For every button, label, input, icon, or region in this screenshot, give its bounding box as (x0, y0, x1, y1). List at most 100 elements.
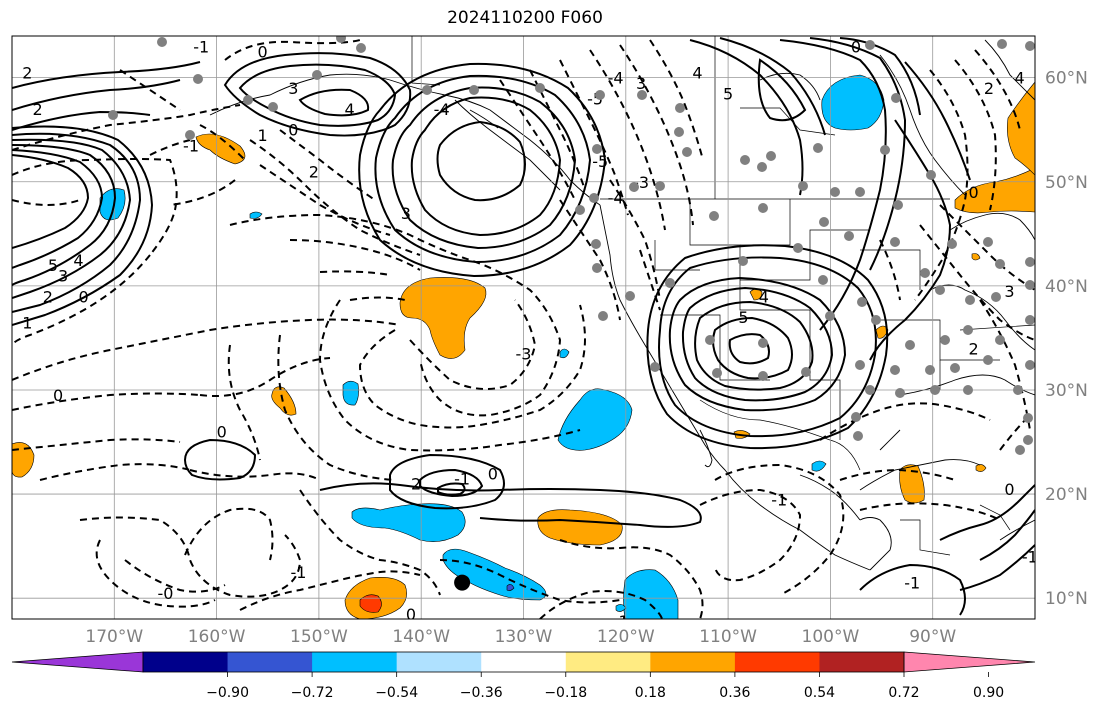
shaded-area-orange (271, 386, 297, 416)
contour-label: 5 (48, 256, 58, 275)
station-dots (108, 36, 1035, 455)
contour-label: -1 (193, 37, 209, 56)
contour-label: 0 (258, 43, 268, 62)
contour-label: 0 (288, 121, 298, 140)
contour-label: 0 (79, 287, 89, 306)
colorbar-segment (143, 652, 229, 672)
shaded-area-red (359, 594, 382, 613)
shaded-area-blue (249, 211, 263, 219)
shaded-area-orange (875, 325, 889, 339)
colorbar-label: 0.54 (804, 685, 835, 701)
contour-label: 3 (1004, 282, 1014, 301)
shaded-area-purple (506, 584, 515, 591)
lat-tick-label: 60°N (1045, 69, 1088, 89)
contour-label: -1 (771, 490, 787, 509)
contour-label: 3 (401, 204, 411, 223)
colorbar-label: 0.72 (888, 685, 919, 701)
contour-label: 2 (411, 475, 421, 494)
contour-label: -1 (454, 469, 470, 488)
lat-tick-label: 10°N (1045, 589, 1088, 609)
contour-label: 0 (53, 386, 63, 405)
contour-label: 2 (969, 339, 979, 358)
map-title: 2024110200 F060 (447, 8, 603, 28)
contour-label: 2 (984, 79, 994, 98)
contour-label: 2 (309, 162, 319, 181)
shaded-area-blue (351, 503, 466, 542)
lon-tick-label: 150°W (290, 627, 348, 647)
contour-label: -4 (608, 188, 624, 207)
contour-label: 0 (406, 605, 416, 624)
contour-label: 0 (488, 464, 498, 483)
dashed-contours (12, 39, 1035, 619)
colorbar-label: −0.72 (291, 685, 334, 701)
shaded-area-orange (971, 253, 981, 261)
colorbar-labels: −0.90 −0.72 −0.54 −0.36 −0.18 0.18 0.36 0.54 0.7… (206, 672, 1004, 701)
colorbar-segment (312, 652, 398, 672)
colorbar-segment (650, 652, 736, 672)
contour-label: 2 (22, 63, 32, 82)
shaded-area-orange (12, 442, 35, 478)
contour-label: 2 (32, 100, 42, 119)
contour-label: 3 (288, 79, 298, 98)
contour-label: -5 (592, 152, 608, 171)
contour-label: 5 (738, 308, 748, 327)
latitude-tick-labels: 10°N 20°N 30°N 40°N 50°N 60°N (1045, 69, 1088, 610)
colorbar (11, 651, 1036, 673)
lon-tick-label: 160°W (188, 627, 246, 647)
lat-tick-label: 30°N (1045, 381, 1088, 401)
colorbar-segment (565, 652, 651, 672)
shaded-area-orange (954, 167, 1035, 214)
shaded-area-orange (1007, 81, 1035, 176)
location-marker (454, 574, 471, 591)
shaded-areas (12, 74, 1035, 619)
colorbar-segment (819, 652, 905, 672)
contour-label: -1 (1022, 548, 1038, 567)
shaded-area-blue (559, 348, 570, 359)
shaded-area-orange (195, 133, 246, 165)
shaded-area-orange (899, 464, 925, 504)
solid-contours (12, 37, 1035, 616)
lon-tick-label: 110°W (699, 627, 757, 647)
contour-label: 4 (73, 251, 83, 270)
contour-label: 4 (759, 287, 769, 306)
colorbar-label: 0.90 (973, 685, 1004, 701)
contour-label: 4 (692, 63, 702, 82)
contour-label: -4 (608, 69, 624, 88)
colorbar-segment (396, 652, 482, 672)
contour-label: -0 (157, 584, 173, 603)
shaded-area-blue (557, 388, 633, 451)
colorbar-label: −0.90 (206, 685, 249, 701)
lon-tick-label: 100°W (802, 627, 860, 647)
colorbar-segment (734, 652, 820, 672)
lat-tick-label: 40°N (1045, 277, 1088, 297)
lon-tick-label: 130°W (495, 627, 553, 647)
contour-label: 4 (344, 100, 354, 119)
contour-label: -1 (183, 136, 199, 155)
contour-label: 0 (217, 423, 227, 442)
lat-tick-label: 50°N (1045, 173, 1088, 193)
contour-label: 5 (723, 84, 733, 103)
map-frame (11, 35, 1036, 620)
shaded-area-blue (342, 380, 359, 406)
lat-tick-label: 20°N (1045, 485, 1088, 505)
contour-label: 2 (43, 287, 53, 306)
contour-label: -1 (904, 574, 920, 593)
contour-label: 4 (1015, 69, 1025, 88)
contour-label: 0 (1004, 480, 1014, 499)
shaded-area-blue (811, 460, 827, 472)
colorbar-label: 0.36 (719, 685, 750, 701)
lon-tick-label: 170°W (85, 627, 143, 647)
colorbar-extend-low (11, 651, 144, 673)
colorbar-segment (481, 652, 567, 672)
colorbar-segment (227, 652, 313, 672)
contour-label: -4 (434, 100, 450, 119)
contour-label: -3 (516, 345, 532, 364)
contour-label: 3 (58, 266, 68, 285)
contour-label: 0 (851, 37, 861, 56)
shaded-area-blue (821, 74, 885, 131)
colorbar-outline (142, 651, 905, 673)
contour-label: 0 (969, 183, 979, 202)
colorbar-label: −0.18 (544, 685, 587, 701)
longitude-tick-labels: 170°W 160°W 150°W 140°W 130°W 120°W 110°W 100°W… (85, 627, 956, 647)
